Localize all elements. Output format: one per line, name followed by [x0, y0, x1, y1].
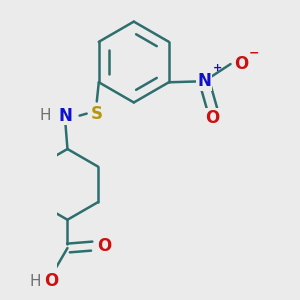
Text: N: N: [197, 72, 211, 90]
Text: H: H: [29, 274, 41, 289]
Text: O: O: [235, 55, 249, 73]
Text: O: O: [97, 237, 111, 255]
Text: N: N: [58, 106, 72, 124]
Text: H: H: [40, 108, 51, 123]
Text: S: S: [91, 105, 103, 123]
Text: O: O: [44, 272, 58, 290]
Text: +: +: [213, 63, 222, 73]
Text: −: −: [248, 46, 259, 59]
Text: O: O: [205, 109, 219, 127]
